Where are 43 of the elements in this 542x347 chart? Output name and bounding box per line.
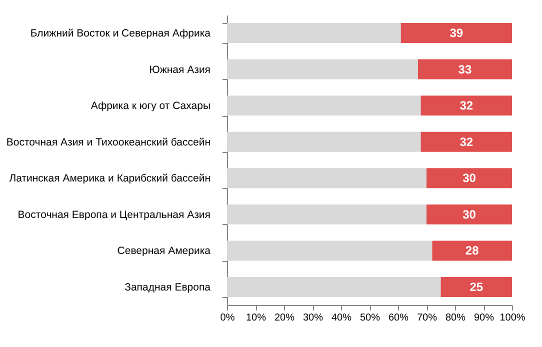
bar (227, 240, 432, 261)
bar (440, 277, 512, 298)
x-tick-label: 60% (388, 312, 409, 324)
bar (426, 204, 512, 224)
bar (227, 277, 441, 298)
x-tick-label: 20% (274, 312, 295, 324)
y-tick-label: Восточная Азия и Тихоокеанский бассейн (6, 136, 211, 148)
data-label: 30 (462, 171, 476, 186)
y-tick-label: Восточная Европа и Центральная Азия (18, 208, 210, 221)
bar (227, 204, 426, 224)
bar (227, 22, 401, 43)
data-label: 32 (460, 134, 474, 149)
y-tick-label: Африка к югу от Сахары (90, 100, 210, 112)
bar (426, 168, 512, 188)
data-label: 28 (465, 244, 480, 258)
bar (418, 59, 512, 80)
bar (227, 168, 426, 188)
bar (420, 132, 512, 152)
bar (227, 59, 418, 80)
x-tick-label: 10% (246, 312, 266, 324)
data-label: 25 (470, 280, 484, 294)
bar (432, 240, 512, 261)
y-tick-label: Южная Азия (149, 64, 210, 76)
x-tick-label: 40% (331, 312, 352, 324)
x-tick-label: 70% (416, 312, 438, 324)
y-tick-label: Западная Европа (124, 282, 211, 294)
x-tick-label: 30% (302, 312, 324, 324)
bar (420, 96, 512, 116)
x-tick-label: 0% (220, 312, 235, 324)
x-tick-label: 50% (360, 312, 380, 324)
y-tick-label: Северная Америка (117, 245, 211, 258)
bar (400, 22, 512, 43)
x-tick-label: 80% (445, 312, 466, 324)
y-tick-label: Ближний Восток и Северная Африка (30, 27, 211, 40)
data-label: 33 (458, 62, 472, 76)
data-label: 30 (462, 207, 476, 222)
bar (227, 132, 421, 152)
y-tick-label: Латинская Америка и Карибский бассейн (9, 172, 211, 185)
x-tick-label: 90% (474, 312, 494, 324)
bar (227, 96, 421, 116)
x-tick-label: 100% (500, 312, 526, 324)
data-label: 39 (450, 26, 464, 40)
data-label: 32 (460, 98, 474, 113)
